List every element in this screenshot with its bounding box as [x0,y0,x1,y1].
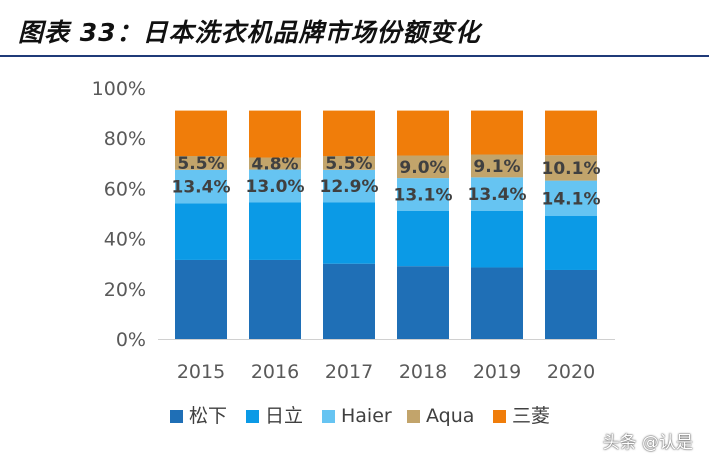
bar-segment [545,180,597,217]
bar-segment [545,110,597,156]
bar-segment [397,155,449,179]
data-label: 4.8% [251,155,298,175]
data-label: 9.0% [399,158,446,178]
bar-segment [175,156,227,170]
legend-swatch [322,410,335,423]
legend-label: 三菱 [512,405,550,427]
data-label: 13.0% [246,177,305,197]
legend-swatch [493,410,506,423]
bar-segment [249,259,301,339]
bar-segment [323,169,375,203]
bar-segment [471,110,523,155]
data-label: 13.4% [468,185,527,205]
bar-segment [397,266,449,339]
data-label: 5.5% [325,154,372,174]
bar-segment [545,216,597,270]
bar-segment [249,157,301,170]
y-tick-label: 20% [104,279,146,301]
y-tick-label: 60% [104,178,146,200]
legend-label: Aqua [426,405,474,427]
bar-segment [397,178,449,211]
data-label: 12.9% [320,177,379,197]
watermark: 头条 @认是 [602,433,693,453]
y-tick-label: 100% [92,78,146,100]
bar-segment [471,210,523,268]
legend-label: 松下 [189,405,227,427]
data-label: 13.1% [394,186,453,206]
data-label: 9.1% [473,157,520,177]
x-tick-label: 2015 [177,361,225,383]
data-label: 13.4% [172,178,231,198]
bar-segment [249,169,301,203]
x-tick-label: 2016 [251,361,299,383]
title-divider [0,55,709,57]
y-tick-label: 40% [104,229,146,251]
chart-title: 图表 33：日本洗衣机品牌市场份额变化 [18,18,481,47]
bar-segment [175,110,227,157]
bar-segment [175,259,227,339]
bar-segment [545,269,597,339]
data-label: 14.1% [542,189,601,209]
x-tick-label: 2017 [325,361,373,383]
bar-segment [397,210,449,267]
legend-swatch [170,410,183,423]
title-bar: 图表 33：日本洗衣机品牌市场份额变化 [0,0,709,57]
bar-segment [249,202,301,260]
bar-segment [471,177,523,211]
data-label: 5.5% [177,154,224,174]
bar-segment [249,110,301,158]
bar-segment [323,156,375,170]
bar-segment [471,267,523,339]
legend-swatch [246,410,259,423]
data-label: 10.1% [542,159,601,179]
bar-segment [175,169,227,204]
x-tick-label: 2019 [473,361,521,383]
legend-label: Haier [341,405,392,427]
bar-segment [175,203,227,260]
y-tick-label: 80% [104,128,146,150]
x-tick-label: 2020 [547,361,595,383]
stacked-bar-chart: 0% 20% 40% 60% 80% 100% 13.4% 5.5% 2015 13.0%4.8%… [92,78,615,427]
x-tick-label: 2018 [399,361,447,383]
bar-segment [471,154,523,178]
legend-label: 日立 [265,405,303,427]
legend-swatch [407,410,420,423]
bar-segment [397,110,449,156]
bar-segment [323,110,375,157]
y-tick-label: 0% [116,329,146,351]
bar-segment [323,263,375,339]
bar-segment [545,155,597,181]
bar-segment [323,202,375,264]
